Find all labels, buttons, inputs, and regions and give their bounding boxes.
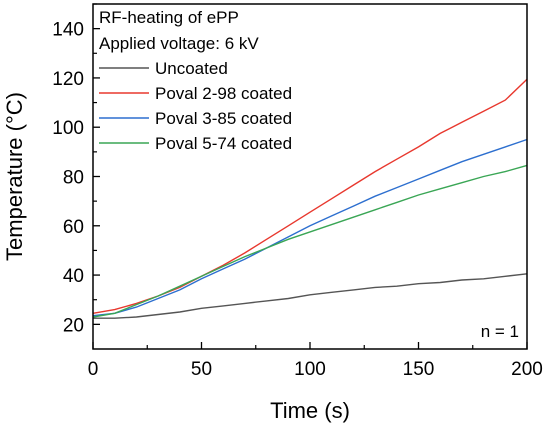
y-tick-label: 60	[63, 217, 84, 238]
chart-title-line-1: RF-heating of ePP	[99, 8, 239, 27]
x-tick-label: 100	[294, 359, 326, 380]
legend-label-3: Poval 3-85 coated	[155, 109, 292, 128]
legend-label-4: Poval 5-74 coated	[155, 134, 292, 153]
x-tick-label: 200	[511, 359, 543, 380]
series-line-4	[92, 164, 528, 318]
y-tick-label: 80	[63, 168, 84, 189]
y-axis-title: Temperature (°C)	[2, 92, 27, 261]
legend-label-1: Uncoated	[155, 59, 228, 78]
chart-title-line-2: Applied voltage: 6 kV	[99, 34, 259, 53]
x-tick-label: 50	[191, 359, 212, 380]
plot-frame	[92, 3, 528, 350]
y-tick-label: 40	[63, 266, 84, 287]
y-tick-label: 20	[63, 315, 84, 336]
y-tick-label: 120	[52, 69, 84, 90]
series-line-1	[93, 273, 528, 319]
x-tick-label: 150	[403, 359, 435, 380]
x-tick-label: 0	[88, 359, 99, 380]
series-line-3	[92, 138, 528, 317]
sample-count-annotation: n = 1	[481, 322, 519, 341]
ticks-layer: 0 50 100 150 200 20 40 60 80 100 120 140	[52, 3, 543, 380]
y-tick-label: 140	[52, 20, 84, 41]
legend-label-2: Poval 2-98 coated	[155, 84, 292, 103]
x-axis-title: Time (s)	[270, 398, 350, 423]
series-layer	[92, 78, 528, 319]
legend: Uncoated Poval 2-98 coated Poval 3-85 coat…	[99, 59, 292, 153]
y-tick-label: 100	[52, 118, 84, 139]
